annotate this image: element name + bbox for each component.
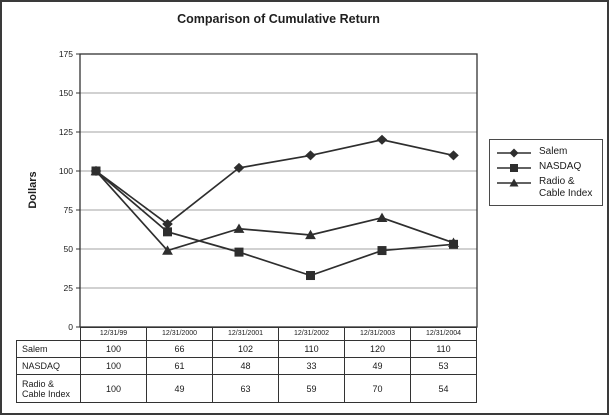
plot-border <box>79 53 478 328</box>
diamond-data-marker <box>233 162 245 173</box>
legend-label-radio-cable: Radio & Cable Index <box>539 176 593 199</box>
triangle-data-marker <box>233 223 245 233</box>
table-value-cell: 100 <box>80 374 147 403</box>
y-tick-label: 50 <box>64 244 74 254</box>
table-value-cell: 66 <box>146 340 213 358</box>
y-tick-label: 175 <box>59 49 73 59</box>
table-row-salem: Salem 100 66 102 110 120 110 <box>16 340 477 358</box>
triangle-data-marker <box>376 212 388 222</box>
diamond-data-marker <box>305 150 316 161</box>
y-tick-label: 100 <box>59 166 73 176</box>
x-axis-date-cell: 12/31/2000 <box>147 328 213 340</box>
triangle-marker-icon <box>497 178 531 187</box>
table-row-radio-cable: Radio & Cable Index 100 49 63 59 70 54 <box>16 374 477 403</box>
table-row-label: Salem <box>16 340 81 358</box>
x-axis-date-cell: 12/31/2001 <box>213 328 279 340</box>
table-value-cell: 110 <box>410 340 477 358</box>
table-value-cell: 59 <box>278 374 345 403</box>
y-tick-label: 25 <box>64 283 74 293</box>
data-table: Salem 100 66 102 110 120 110 NASDAQ 100 … <box>16 340 477 403</box>
table-row-label: Radio & Cable Index <box>16 374 81 403</box>
square-data-marker <box>163 227 172 237</box>
plot-area: 175 150 125 100 75 50 25 0 <box>59 49 478 332</box>
table-value-cell: 49 <box>344 357 411 375</box>
table-value-cell: 53 <box>410 357 477 375</box>
table-value-cell: 63 <box>212 374 279 403</box>
table-value-cell: 110 <box>278 340 345 358</box>
y-tick-label: 0 <box>68 322 73 332</box>
diamond-data-marker <box>162 219 173 230</box>
table-value-cell: 33 <box>278 357 345 375</box>
table-value-cell: 100 <box>80 340 147 358</box>
x-axis-date-cell: 12/31/2004 <box>425 330 462 337</box>
legend-item-radio-cable: Radio & Cable Index <box>497 176 598 200</box>
table-value-cell: 49 <box>146 374 213 403</box>
triangle-data-marker <box>305 229 316 240</box>
square-data-marker <box>377 246 387 256</box>
y-tick-label: 125 <box>59 127 73 137</box>
x-axis-date-cell: 12/31/99 <box>81 328 147 340</box>
chart-title: Comparison of Cumulative Return <box>177 12 380 26</box>
x-axis-date-cell: 12/31/2003 <box>345 328 411 340</box>
legend-label-salem: Salem <box>539 146 568 157</box>
y-tick-label: 75 <box>64 205 74 215</box>
table-value-cell: 48 <box>212 357 279 375</box>
square-data-marker <box>234 247 244 257</box>
table-value-cell: 70 <box>344 374 411 403</box>
table-row-nasdaq: NASDAQ 100 61 48 33 49 53 <box>16 357 477 375</box>
table-value-cell: 102 <box>212 340 279 358</box>
square-data-marker <box>306 271 315 281</box>
series-line-salem <box>95 138 454 226</box>
diamond-data-marker <box>448 150 459 161</box>
legend-label-nasdaq: NASDAQ <box>539 161 582 172</box>
square-data-marker <box>449 239 458 249</box>
diamond-data-marker <box>376 134 388 145</box>
diamond-marker-icon <box>497 148 531 158</box>
x-axis-category-row: 12/31/99 12/31/2000 12/31/2001 12/31/200… <box>80 327 477 341</box>
series-line-radio-cable-index <box>95 170 454 252</box>
legend: Salem NASDAQ Radio & Cable Index <box>489 139 603 206</box>
table-value-cell: 61 <box>146 357 213 375</box>
legend-item-salem: Salem <box>497 146 598 158</box>
legend-item-nasdaq: NASDAQ <box>497 161 598 173</box>
y-tick-label: 150 <box>59 88 73 98</box>
triangle-data-marker <box>162 245 173 255</box>
series-line-nasdaq <box>95 170 454 277</box>
square-data-marker <box>91 166 101 176</box>
x-axis-date-cell: 12/31/2002 <box>279 328 345 340</box>
table-value-cell: 54 <box>410 374 477 403</box>
table-value-cell: 120 <box>344 340 411 358</box>
table-value-cell: 100 <box>80 357 147 375</box>
square-marker-icon <box>497 164 531 172</box>
table-row-label: NASDAQ <box>16 357 81 375</box>
